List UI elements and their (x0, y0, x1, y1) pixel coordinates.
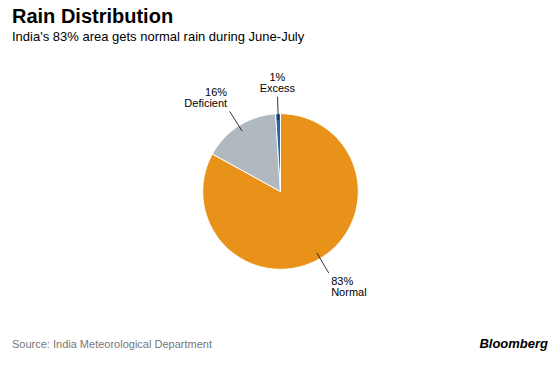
html-text:Source: India Meteorological D: Source: India Meteorological Department (12, 338, 212, 350)
svg-text:1%Excess: 1%Excess (260, 71, 296, 94)
svg-text:83%Normal: 83%Normal (331, 275, 366, 298)
html-text:India's 83% area gets normal r: India's 83% area gets normal rain during… (12, 29, 305, 44)
html-text:Bloomberg: Bloomberg (479, 336, 548, 351)
svg-text:16%Deficient: 16%Deficient (184, 86, 227, 109)
html-text:Rain Distribution: Rain Distribution (12, 5, 174, 27)
